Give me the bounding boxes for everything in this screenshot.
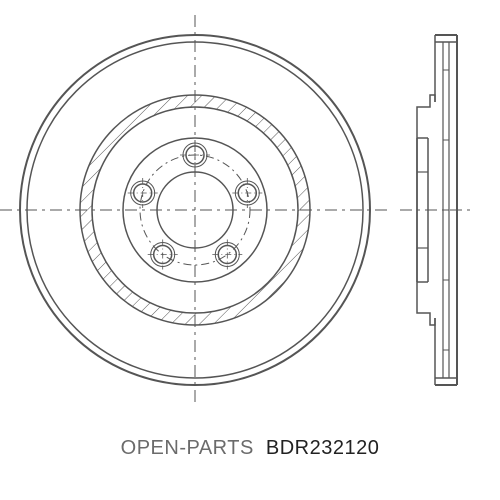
technical-drawing bbox=[0, 0, 500, 420]
brand-name: OPEN-PARTS bbox=[121, 437, 254, 459]
front-view bbox=[0, 15, 390, 405]
side-view bbox=[400, 35, 475, 385]
product-label: OPEN-PARTS BDR232120 bbox=[0, 437, 500, 460]
part-number: BDR232120 bbox=[266, 437, 379, 459]
